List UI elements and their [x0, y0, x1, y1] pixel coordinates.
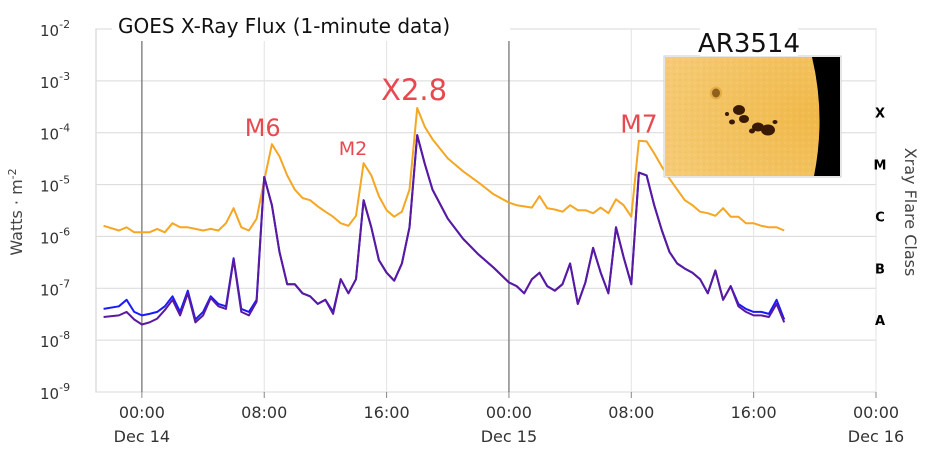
- flare-class-label: X: [875, 107, 885, 122]
- x-tick-date: Dec 16: [848, 427, 904, 446]
- y-tick-label: 10-5: [40, 174, 70, 196]
- flare-class-label: M: [874, 159, 887, 174]
- flare-annotation: M2: [339, 138, 367, 160]
- y-tick-label: 10-4: [40, 122, 70, 144]
- y-tick-label: 10-6: [40, 225, 70, 247]
- y-tick-label: 10-7: [40, 277, 70, 299]
- y-tick-label: 10-9: [40, 381, 70, 403]
- x-tick-label: 16:00: [731, 403, 777, 422]
- day-lines: [141, 29, 510, 392]
- x-axis: 00:00 Dec 14 08:00 16:00 00:00 Dec 15 08:00 16:…: [114, 392, 904, 446]
- flare-class-axis: X M C B A: [874, 107, 887, 329]
- y-axis: 10-2 10-3 10-4 10-5 10-6 10-7 10-8 10-9: [40, 18, 70, 403]
- flare-class-label: B: [875, 262, 885, 277]
- x-tick-label: 08:00: [608, 403, 654, 422]
- x-tick-label: 00:00: [119, 403, 165, 422]
- flare-class-label: C: [875, 210, 885, 225]
- title-box: GOES X-Ray Flux (1-minute data): [112, 11, 510, 41]
- x-tick-label: 08:00: [241, 403, 287, 422]
- inset-title: AR3514: [698, 29, 800, 59]
- flare-annotation: M6: [245, 114, 281, 142]
- flare-annotation: M7: [620, 110, 657, 139]
- series-line-3: [103, 134, 786, 326]
- y-tick-label: 10-3: [40, 70, 70, 92]
- y-tick-label: 10-2: [40, 18, 70, 40]
- series-lines: [103, 107, 786, 326]
- series-line-1: [103, 107, 785, 234]
- sunspot-inset: AR3514: [663, 26, 842, 178]
- flare-class-label: A: [875, 314, 885, 329]
- right-axis-title: Xray Flare Class: [901, 148, 920, 277]
- x-tick-date: Dec 15: [481, 427, 537, 446]
- x-tick-date: Dec 14: [114, 427, 170, 446]
- y-axis-title: Watts · m-2: [6, 168, 26, 255]
- x-tick-label: 16:00: [364, 403, 410, 422]
- chart-title: GOES X-Ray Flux (1-minute data): [118, 14, 450, 38]
- flare-annotations: M6 M2 X2.8 M7: [245, 73, 658, 160]
- y-tick-label: 10-8: [40, 329, 70, 351]
- flare-annotation: X2.8: [381, 73, 447, 107]
- x-tick-label: 00:00: [853, 403, 899, 422]
- sunspot-group: [710, 86, 778, 136]
- x-tick-label: 00:00: [486, 403, 532, 422]
